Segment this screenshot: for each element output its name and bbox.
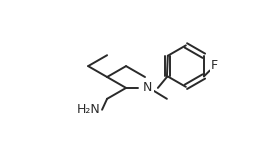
Text: N: N	[143, 81, 153, 94]
Text: H₂N: H₂N	[76, 103, 100, 116]
Text: F: F	[211, 59, 218, 72]
